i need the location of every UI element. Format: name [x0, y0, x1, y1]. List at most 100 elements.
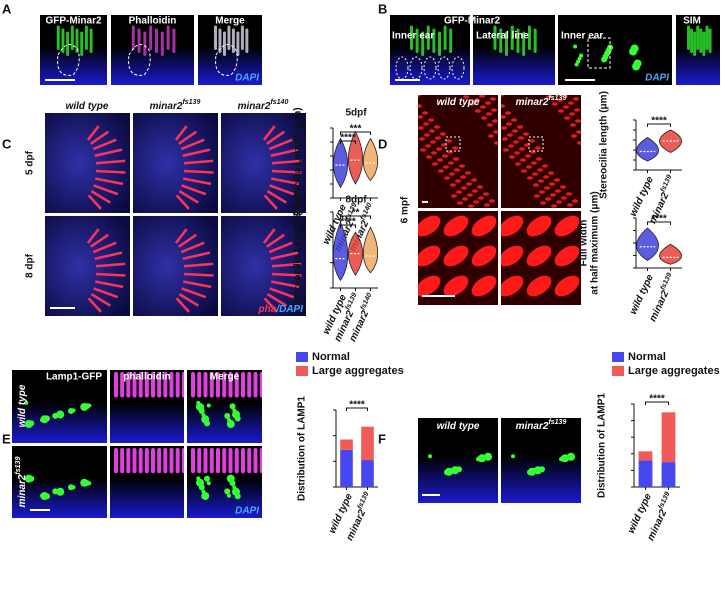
stereocilia: [87, 194, 102, 210]
speckle: [480, 105, 486, 109]
stereocilia: [197, 372, 202, 398]
stereocilia: [270, 280, 300, 289]
speckle: [555, 189, 561, 193]
puncta: [574, 62, 579, 67]
stereocilia: [143, 31, 147, 56]
speckle: [523, 132, 529, 136]
speckle: [453, 157, 459, 161]
puncta: [71, 408, 76, 413]
speckle: [574, 108, 580, 112]
speckle: [548, 171, 554, 175]
legend-label: Normal: [628, 351, 666, 363]
stereocilia: [690, 28, 694, 53]
violin: [659, 243, 682, 265]
stereocilia: [144, 448, 149, 474]
speckle: [459, 164, 465, 168]
puncta: [577, 56, 582, 61]
stereocilia: [259, 448, 262, 474]
micrograph: [501, 211, 581, 305]
speckle: [576, 130, 581, 134]
image-content: [24, 474, 92, 500]
image-content: [262, 228, 302, 313]
speckle: [563, 105, 569, 109]
speckle: [501, 95, 504, 97]
stereocilia: [203, 448, 208, 474]
speckle: [549, 182, 555, 186]
stereocilia: [708, 28, 712, 53]
puncta: [87, 481, 92, 486]
stereocilia: [89, 28, 93, 53]
speckle: [436, 147, 442, 151]
speckle: [515, 162, 521, 166]
micrograph: [45, 216, 130, 316]
stereocilia: [269, 287, 295, 299]
speckle: [479, 95, 485, 98]
stereocilia: [163, 372, 168, 398]
image-bg: [45, 216, 130, 316]
stereocilia: [443, 25, 447, 50]
speckle: [501, 275, 524, 297]
y-axis-label: Stereocilia length (μm): [599, 91, 610, 199]
stereocilia: [209, 372, 214, 398]
puncta: [224, 412, 231, 419]
stereocilia: [169, 372, 174, 398]
panel-label: C: [2, 136, 12, 151]
stereocilia: [218, 28, 222, 53]
puncta: [633, 59, 642, 68]
puncta: [201, 492, 210, 500]
bar-segment: [340, 439, 353, 450]
image-content: [262, 125, 302, 210]
image-content: [174, 228, 214, 313]
speckle: [455, 179, 461, 183]
speckle: [442, 154, 448, 158]
speckle: [520, 158, 526, 162]
speckle: [419, 137, 425, 141]
image-bg: [221, 113, 306, 213]
speckle: [484, 203, 490, 207]
legend-swatch: [296, 352, 308, 362]
puncta: [198, 484, 205, 491]
sig-label: ****: [651, 116, 667, 127]
stereocilia: [191, 372, 195, 398]
stereocilia: [247, 372, 252, 398]
speckle: [532, 172, 538, 176]
label-text: wild type: [17, 384, 28, 427]
image-title: Merge: [215, 16, 245, 27]
violin: [332, 221, 349, 282]
stereocilia: [181, 184, 207, 196]
label-text: minar2: [516, 421, 549, 432]
panel-label: E: [2, 431, 11, 446]
speckle: [487, 123, 493, 127]
stereocilia: [93, 287, 119, 299]
puncta: [206, 403, 211, 408]
speckle: [434, 125, 440, 129]
stereocilia: [245, 28, 249, 53]
speckle: [467, 193, 473, 197]
puncta: [87, 403, 92, 408]
speckle: [454, 168, 460, 172]
speckle: [554, 275, 580, 297]
speckle: [525, 154, 531, 158]
speckle: [478, 196, 484, 200]
stereocilia: [234, 448, 239, 474]
image-content: [428, 452, 492, 476]
speckle: [481, 116, 487, 120]
speckle: [429, 129, 435, 133]
image-bg: [558, 15, 672, 85]
speckle: [543, 175, 549, 179]
stereocilia: [175, 372, 180, 398]
speckle: [571, 134, 577, 138]
sig-bracket: [346, 407, 368, 411]
sig-label: **: [352, 208, 360, 219]
stereocilia: [154, 28, 158, 53]
stereocilia: [231, 28, 235, 53]
speckle: [432, 162, 438, 166]
speckle: [502, 137, 508, 141]
stereocilia: [228, 372, 233, 398]
y-axis-label: Full width: [579, 220, 590, 267]
puncta: [226, 420, 235, 429]
speckle: [536, 157, 542, 161]
micrograph: [133, 216, 218, 316]
stereocilia: [263, 194, 278, 210]
